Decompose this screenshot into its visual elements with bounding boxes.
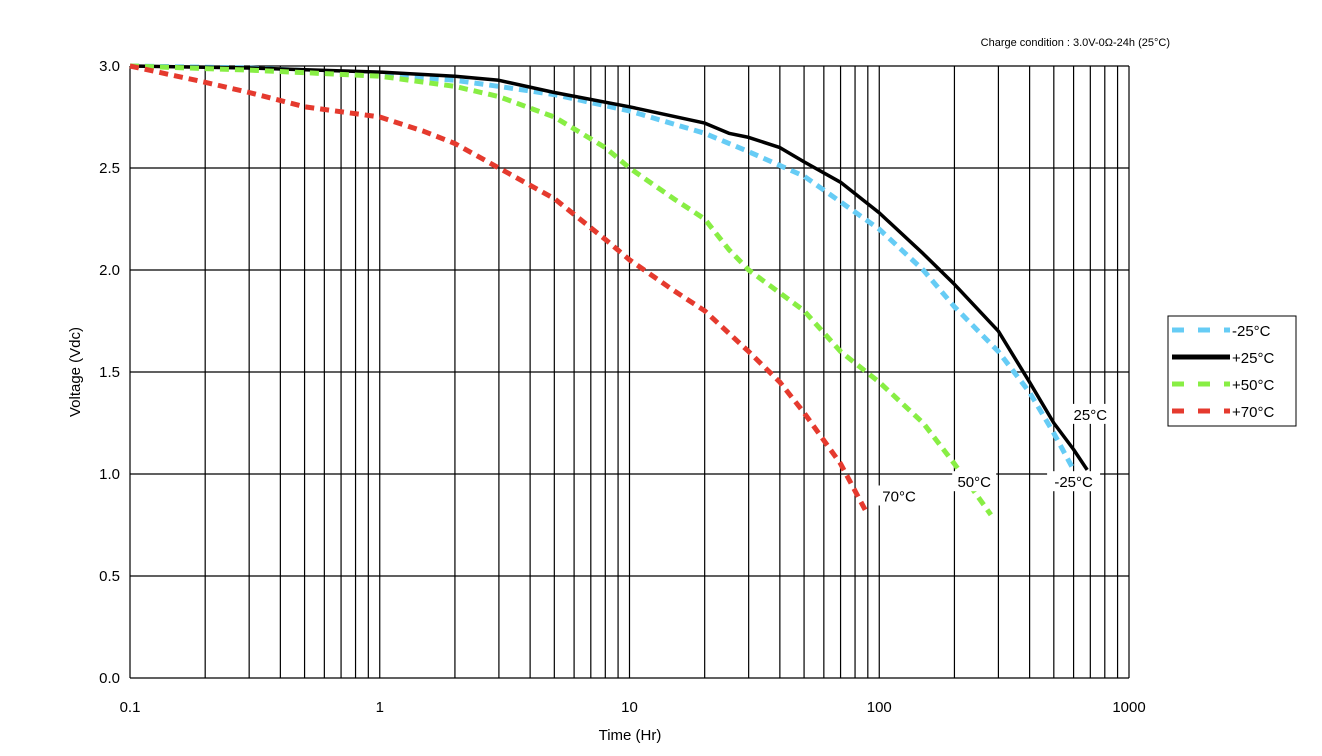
y-axis-label: Voltage (Vdc) <box>67 327 84 417</box>
series-line-3 <box>129 63 993 517</box>
y-tick-label: 3.0 <box>99 58 120 75</box>
annotation-bg <box>1068 403 1113 424</box>
legend-label: +25°C <box>1232 350 1274 367</box>
legend-box <box>1167 315 1297 427</box>
x-tick-label: 100 <box>867 699 892 716</box>
y-tick-label: 2.0 <box>99 262 120 279</box>
annotation-bg <box>952 471 997 492</box>
legend: -25°C +25°C +50°C +70°C <box>1167 315 1297 427</box>
x-tick-label: 0.1 <box>120 699 141 716</box>
annotation-bg <box>1047 471 1101 492</box>
annotation-label: 50°C <box>957 474 991 491</box>
y-tick-label: 2.5 <box>99 160 120 177</box>
axis-layer: 0.1 1 10 100 1000 0.0 0.5 1.0 1.5 2.0 2.5 3.0 <box>99 58 1146 716</box>
series-line-4 <box>129 63 871 516</box>
x-tick-label: 10 <box>621 699 638 716</box>
grid-lines <box>129 65 1130 679</box>
chart-subtitle: Charge condition : 3.0V-0Ω-24h (25°C) <box>981 37 1170 49</box>
x-tick-label: 1 <box>376 699 384 716</box>
legend-label: +50°C <box>1232 377 1274 394</box>
series-line-1 <box>129 63 1076 472</box>
annotation-label: 70°C <box>882 488 916 505</box>
legend-label: +70°C <box>1232 404 1274 421</box>
y-tick-label: 1.0 <box>99 466 120 483</box>
series-layer <box>129 63 1089 517</box>
x-axis-label: Time (Hr) <box>599 727 662 744</box>
y-tick-label: 0.5 <box>99 568 120 585</box>
annotation-bg <box>877 485 922 506</box>
annotation-layer: 25°C -25°C 50°C 70°C <box>877 403 1113 506</box>
y-tick-label: 1.5 <box>99 364 120 381</box>
legend-label: -25°C <box>1232 323 1271 340</box>
x-tick-label: 1000 <box>1112 699 1145 716</box>
annotation-label: 25°C <box>1074 407 1108 424</box>
y-tick-label: 0.0 <box>99 670 120 687</box>
annotation-label: -25°C <box>1054 474 1093 491</box>
series-line-2 <box>129 64 1089 471</box>
